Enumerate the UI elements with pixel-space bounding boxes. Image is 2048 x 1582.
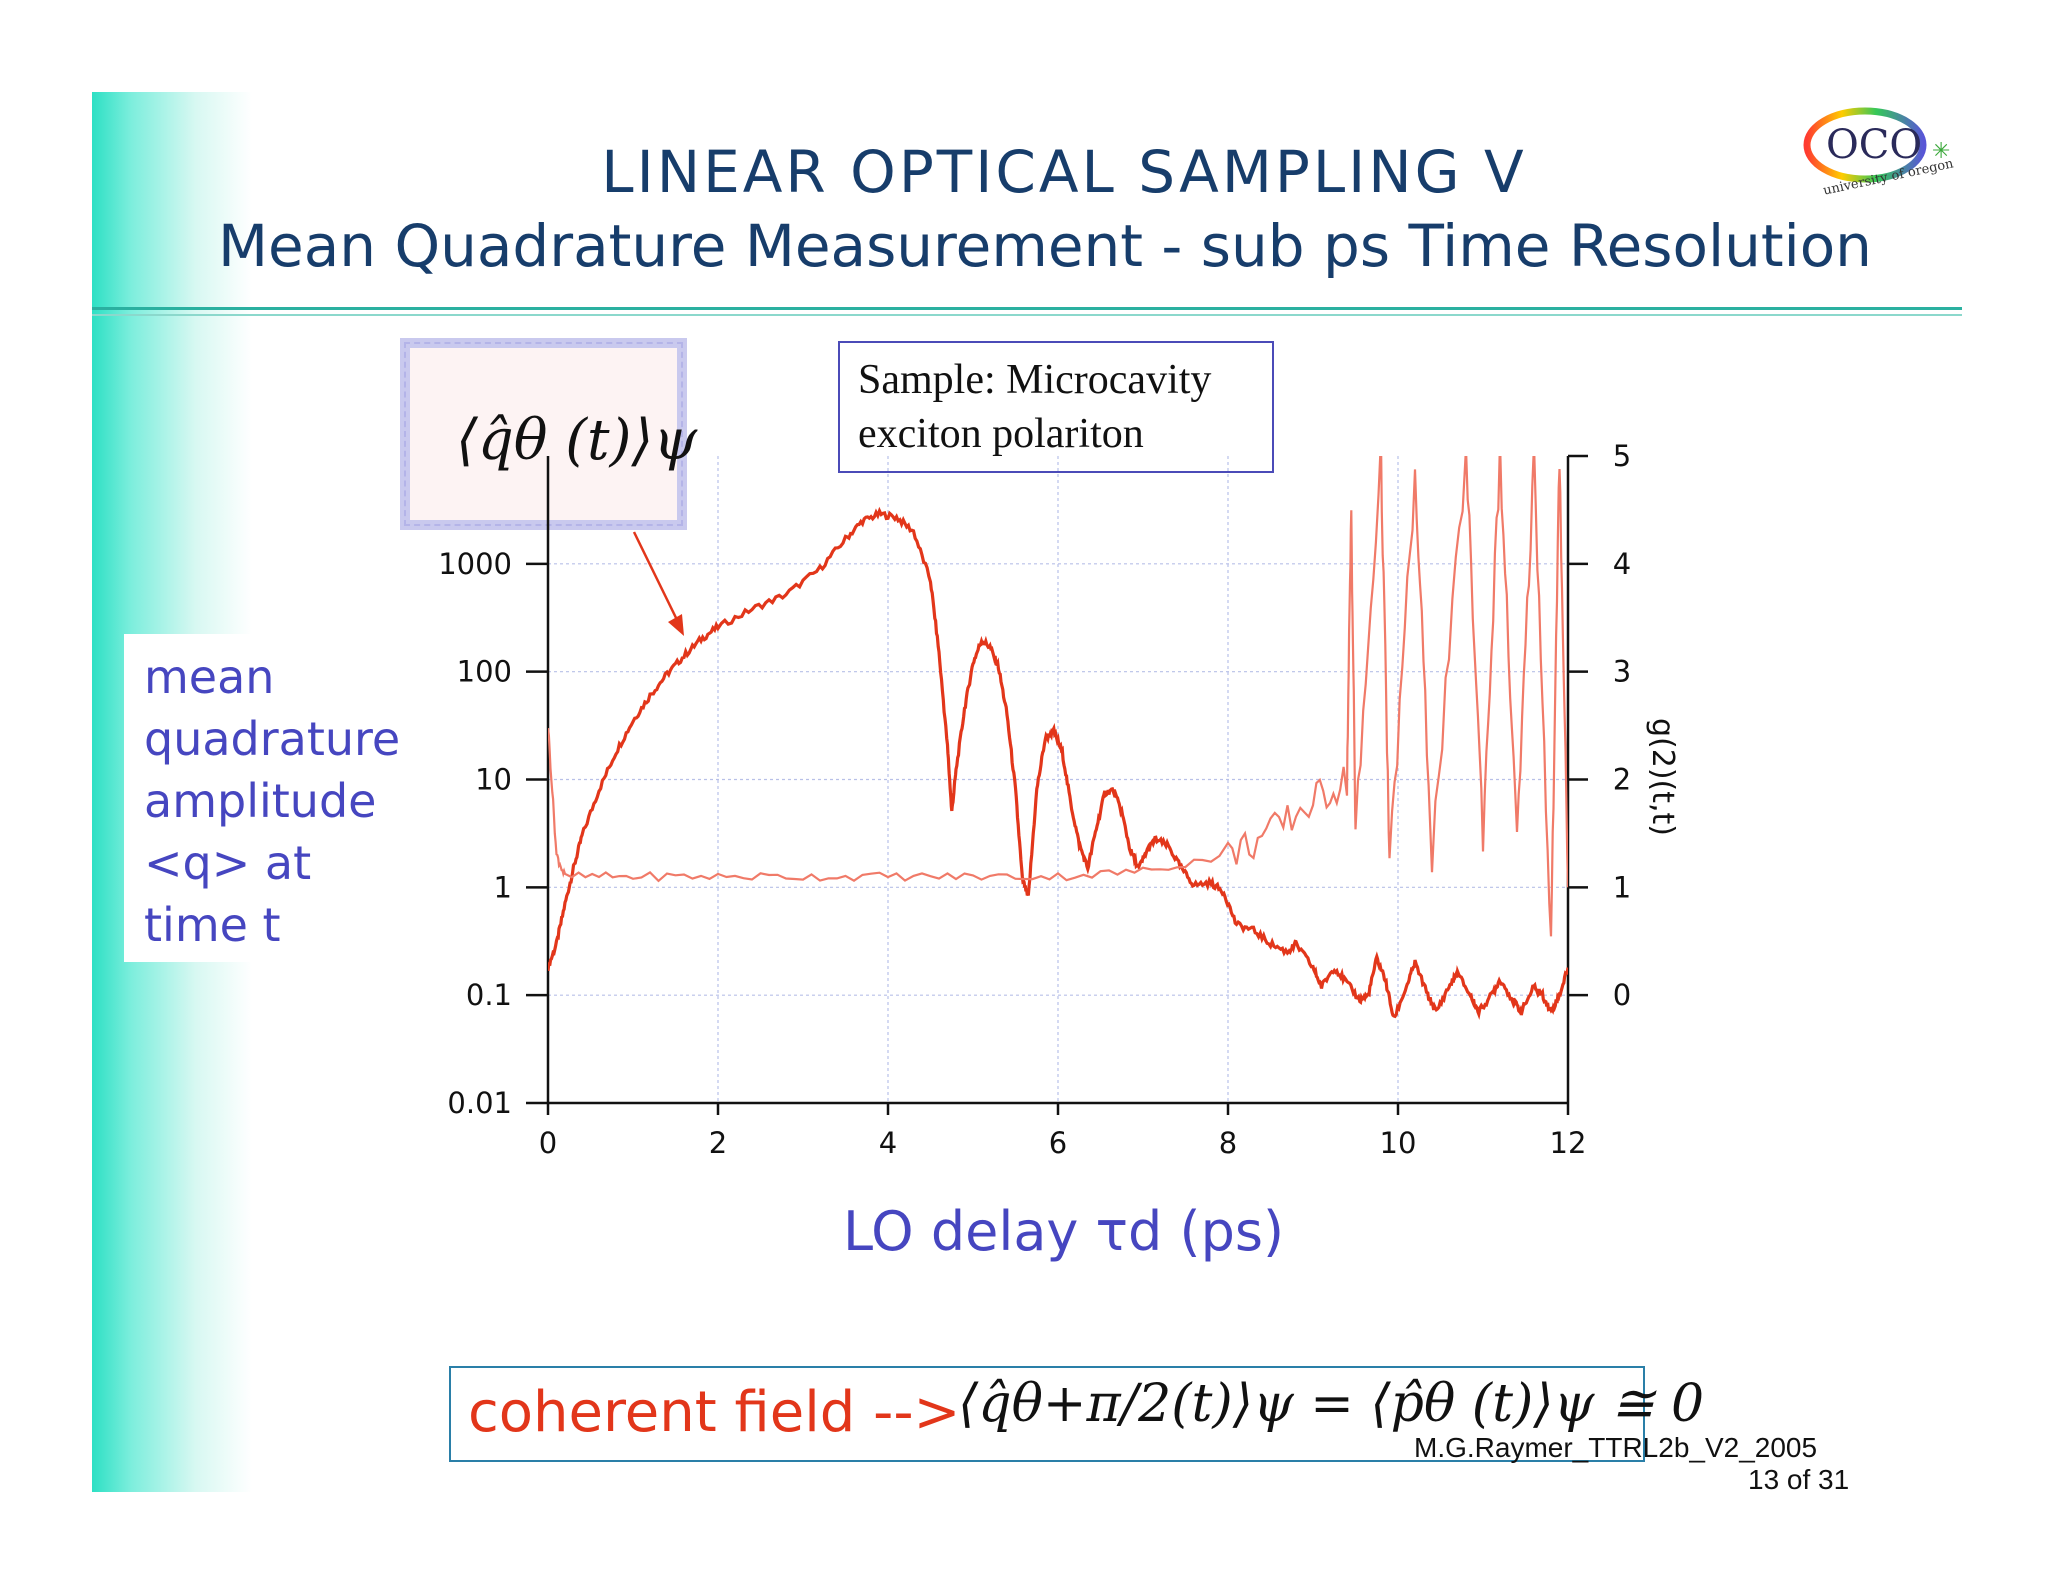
title-divider-secondary (92, 314, 1962, 316)
svg-text:✳: ✳ (1932, 139, 1950, 164)
footer-author: M.G.Raymer_TTRL2b_V2_2005 (1414, 1432, 1818, 1463)
sample-line-1: Sample: Microcavity (858, 357, 1212, 403)
y-left-tick-label: 0.01 (447, 1086, 512, 1120)
y-left-tick-label: 1000 (438, 547, 512, 581)
slide-title: LINEAR OPTICAL SAMPLING V (601, 138, 1527, 206)
g2-series-line (548, 456, 1568, 937)
oco-logo-icon: ✳ (1803, 107, 1950, 183)
right-axis-label: g(2)(t,t) (1645, 718, 1680, 837)
footer-page: 13 of 31 (1748, 1464, 1850, 1495)
y-right-tick-label: 0 (1613, 978, 1631, 1012)
x-tick-label: 8 (1219, 1126, 1237, 1160)
sample-line-2: exciton polariton (858, 411, 1144, 457)
y-label-line-3: amplitude (144, 774, 377, 828)
y-left-tick-label: 0.1 (466, 978, 512, 1012)
coherent-field-text: coherent field --> (468, 1380, 961, 1445)
x-tick-label: 2 (709, 1126, 727, 1160)
y-right-tick-label: 2 (1613, 763, 1631, 797)
annotation-arrow-head (668, 614, 684, 636)
y-label-line-5: time t (144, 898, 281, 952)
logo-text: OCO (1826, 122, 1923, 168)
title-divider (92, 307, 1962, 310)
equation-label-box (400, 338, 687, 530)
quadrature-series-line (548, 506, 1568, 1020)
y-label-line-1: mean (144, 650, 275, 704)
sample-box (838, 341, 1274, 473)
y-left-tick-label: 1 (494, 870, 512, 904)
x-axis-label: LO delay τd (ps) (843, 1200, 1285, 1263)
x-tick-label: 6 (1049, 1126, 1067, 1160)
x-tick-label: 4 (879, 1126, 897, 1160)
coherent-field-box (449, 1366, 1645, 1462)
y-right-tick-label: 5 (1613, 439, 1631, 473)
slide-subtitle: Mean Quadrature Measurement - sub ps Tim… (218, 212, 1872, 280)
y-right-tick-label: 3 (1613, 655, 1631, 689)
y-label-line-4: <q> at (144, 836, 312, 890)
y-left-tick-label: 100 (457, 655, 512, 689)
x-tick-label: 12 (1550, 1126, 1587, 1160)
y-right-tick-label: 1 (1613, 870, 1631, 904)
coherent-equation: ⟨q̂θ+π/2(t)⟩ψ = ⟨p̂θ (t)⟩ψ ≅ 0 (958, 1374, 1705, 1434)
y-label-line-2: quadrature (144, 712, 401, 766)
equation-label: ⟨q̂θ (t)⟩ψ (456, 408, 698, 473)
y-axis-label-box (124, 634, 424, 962)
x-tick-label: 10 (1380, 1126, 1417, 1160)
y-left-tick-label: 10 (475, 763, 512, 797)
y-right-tick-label: 4 (1613, 547, 1631, 581)
x-tick-label: 0 (539, 1126, 557, 1160)
annotation-arrow-line (632, 531, 682, 627)
